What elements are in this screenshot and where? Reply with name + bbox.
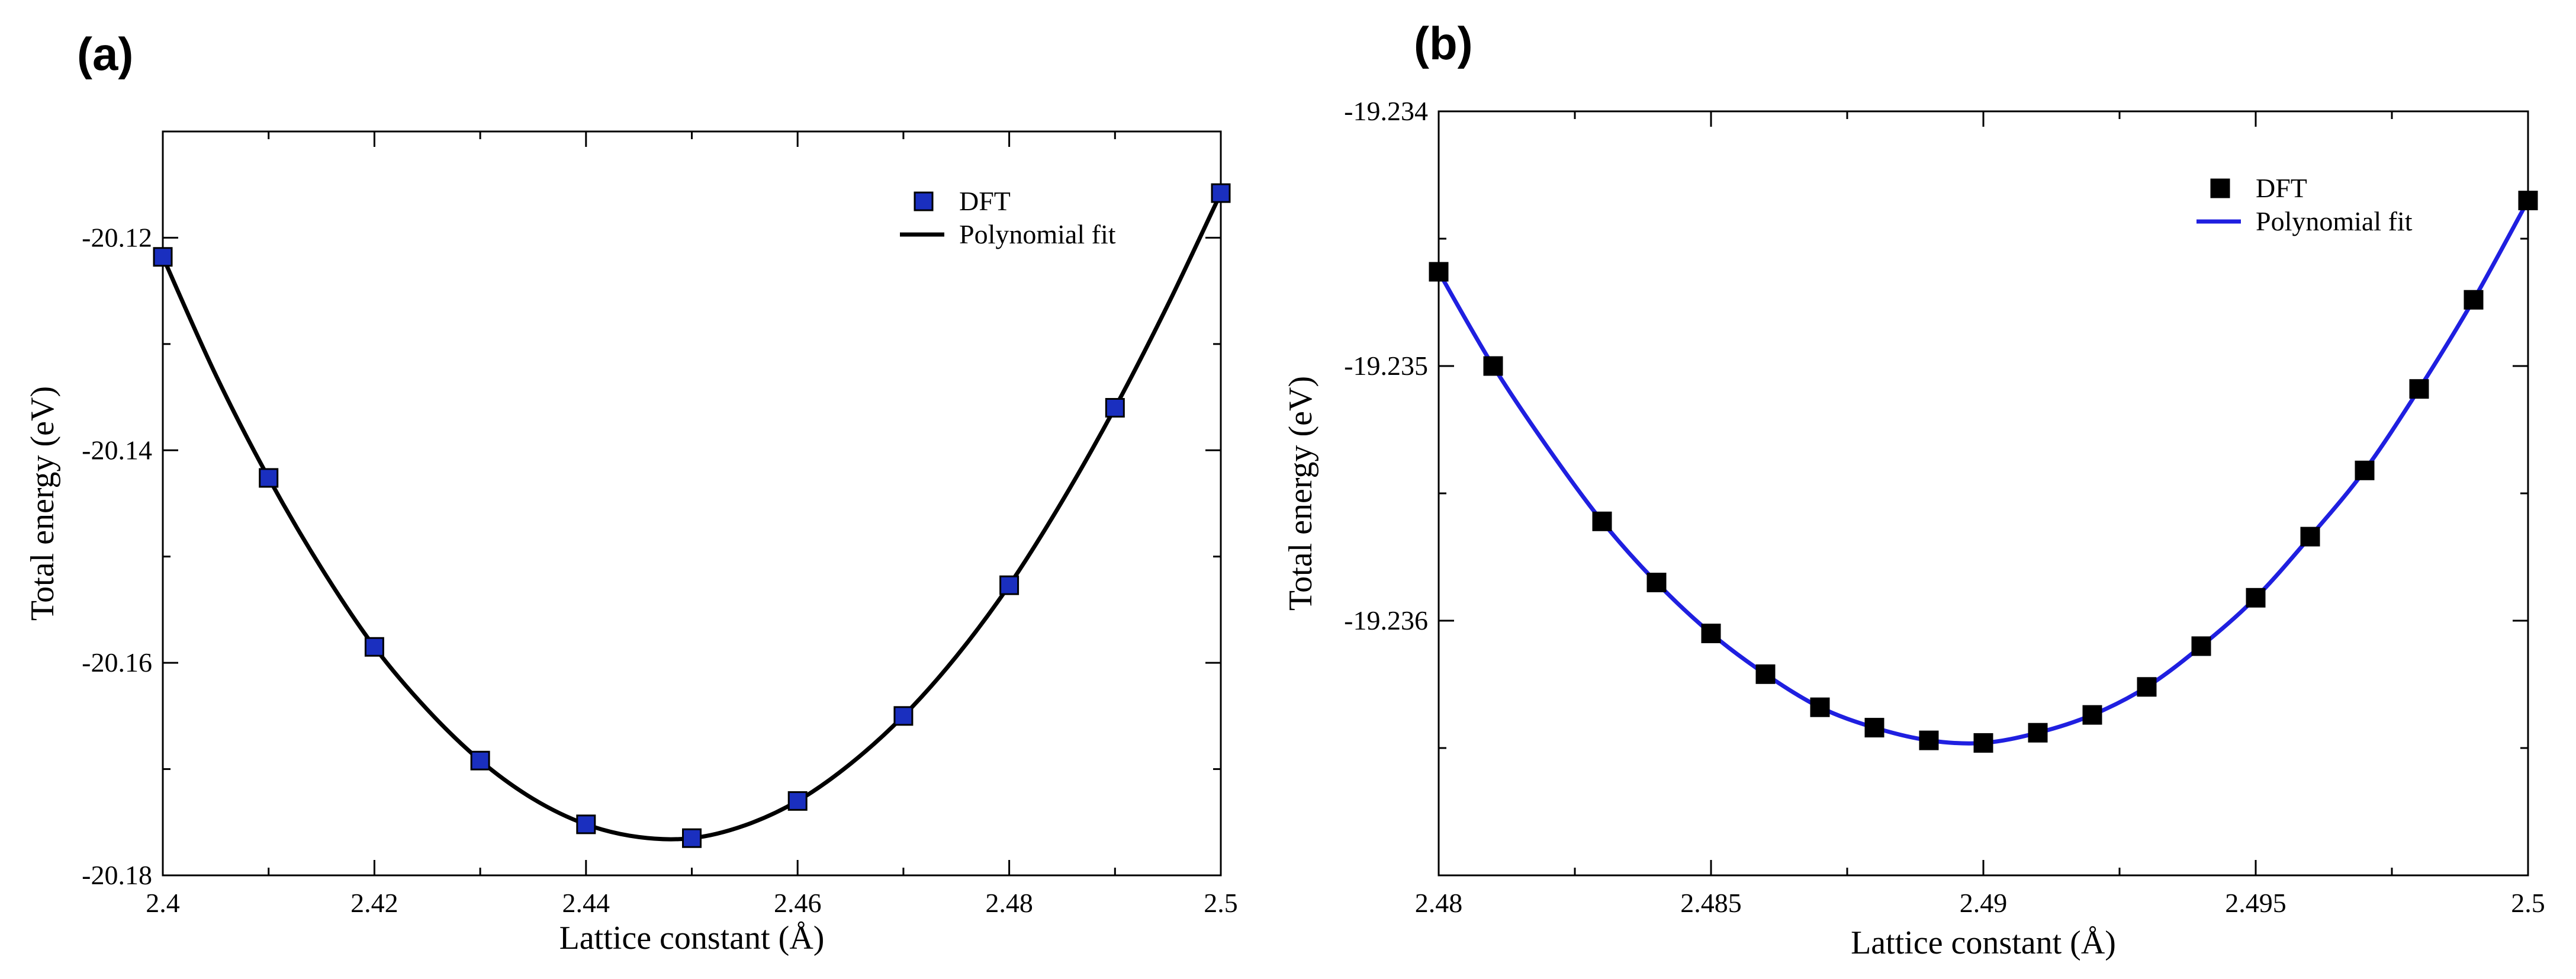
data-point <box>2246 588 2266 608</box>
x-tick-label: 2.48 <box>1415 888 1463 918</box>
data-point <box>1973 733 1993 753</box>
legend-label-fit: Polynomial fit <box>2256 206 2413 236</box>
legend-label-fit: Polynomial fit <box>959 219 1116 249</box>
data-point <box>893 706 914 726</box>
x-tick-label: 2.49 <box>1960 888 2008 918</box>
legend-marker-dft <box>914 191 934 211</box>
data-point <box>1701 624 1721 643</box>
legend-marker-dft <box>2210 178 2230 198</box>
panel-b-plot: 2.48 2.485 2.49 2.495 2.5 -19.234 -19.235 -19.2… <box>1282 96 2545 961</box>
x-tick-label: 2.44 <box>562 888 610 918</box>
data-point <box>153 247 173 267</box>
data-point <box>1919 730 1939 750</box>
data-point <box>2300 527 2320 547</box>
data-point <box>682 828 702 848</box>
x-tick-label: 2.48 <box>985 888 1033 918</box>
data-point <box>1592 511 1612 531</box>
x-tick-label: 2.5 <box>1204 888 1238 918</box>
y-tick-label: -19.234 <box>1344 96 1428 126</box>
x-tick-label: 2.5 <box>2511 888 2545 918</box>
panel-b: (b) 2.48 2.485 2.49 2.495 2.5 -19.234 -19.235 -… <box>1282 17 2545 961</box>
data-point <box>2355 460 2375 480</box>
data-point <box>259 468 279 488</box>
x-tick-label: 2.495 <box>2225 888 2286 918</box>
data-point <box>1483 356 1503 376</box>
data-point <box>2464 290 2484 310</box>
y-tick-label: -20.14 <box>82 435 152 465</box>
y-axis-title: Total energy (eV) <box>1282 376 1319 611</box>
fit-line <box>160 192 1223 842</box>
data-point <box>1211 183 1231 203</box>
legend-label-dft: DFT <box>2256 173 2307 203</box>
data-point <box>2082 705 2102 725</box>
panel-a-label: (a) <box>77 28 133 80</box>
data-point <box>1105 398 1125 418</box>
panel-a: (a) 2.4 2.42 2.44 2.46 2.48 2.5 -20.12 -20.14 -2… <box>24 28 1238 956</box>
data-point <box>787 791 808 811</box>
data-point <box>2137 677 2157 697</box>
panel-b-label: (b) <box>1414 17 1473 69</box>
data-point <box>364 637 384 657</box>
data-point <box>2028 723 2048 743</box>
y-tick-label: -20.16 <box>82 647 152 678</box>
panel-a-plot: 2.4 2.42 2.44 2.46 2.48 2.5 -20.12 -20.14 -20.16… <box>24 130 1238 956</box>
data-point <box>2409 379 2429 399</box>
data-point <box>470 750 490 771</box>
data-point <box>1429 262 1449 282</box>
data-point <box>1646 573 1667 592</box>
x-tick-label: 2.42 <box>350 888 398 918</box>
y-tick-label: -20.12 <box>82 222 152 252</box>
data-point <box>1864 718 1884 738</box>
x-tick-label: 2.485 <box>1680 888 1742 918</box>
data-point <box>999 575 1020 595</box>
x-axis-title: Lattice constant (Å) <box>1851 925 2116 961</box>
data-point <box>2518 191 2538 210</box>
y-axis-title: Total energy (eV) <box>24 386 61 621</box>
y-tick-label: -19.236 <box>1344 605 1428 635</box>
x-tick-label: 2.46 <box>774 888 822 918</box>
data-point <box>576 814 596 834</box>
x-axis-title: Lattice constant (Å) <box>559 920 825 956</box>
y-tick-label: -19.235 <box>1344 351 1428 381</box>
x-tick-label: 2.4 <box>146 888 180 918</box>
legend-label-dft: DFT <box>959 186 1011 216</box>
data-point <box>1810 697 1830 717</box>
data-point <box>1755 664 1776 684</box>
y-tick-label: -20.18 <box>82 860 152 890</box>
data-point <box>2191 636 2211 656</box>
